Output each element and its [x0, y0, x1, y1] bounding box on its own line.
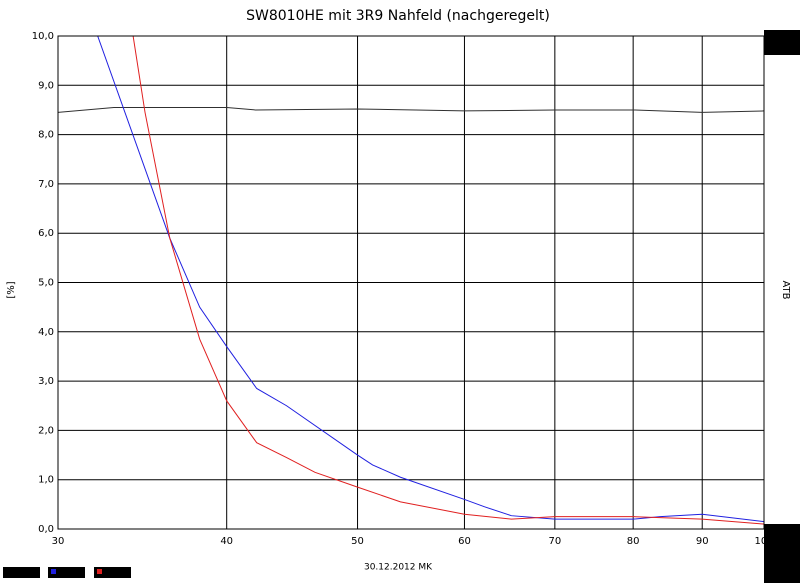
x-tick-label: 90 — [696, 536, 709, 547]
chart-title: SW8010HE mit 3R9 Nahfeld (nachgeregelt) — [246, 8, 550, 24]
legend-swatch — [3, 567, 40, 578]
y-tick-label: 6,0 — [38, 228, 54, 239]
y-axis-label: [%] — [6, 281, 17, 298]
x-tick-label: 70 — [548, 536, 561, 547]
corner-block — [764, 524, 800, 583]
series-line — [97, 36, 764, 523]
y-tick-label: 0,0 — [38, 524, 54, 535]
x-tick-label: 60 — [458, 536, 471, 547]
y-tick-label: 3,0 — [38, 376, 54, 387]
x-tick-label: 80 — [627, 536, 640, 547]
y-tick-label: 8,0 — [38, 130, 54, 141]
x-tick-label: 40 — [220, 536, 233, 547]
series-line — [58, 106, 764, 113]
legend-swatch — [48, 567, 85, 578]
series-group — [58, 36, 764, 525]
legend-marker — [51, 569, 56, 574]
x-tick-label: 30 — [52, 536, 65, 547]
y-tick-label: 9,0 — [38, 80, 54, 91]
legend-marker — [97, 569, 102, 574]
corner-block — [764, 30, 800, 55]
plot-frame — [57, 35, 765, 530]
footer: 30.12.2012 MK — [364, 563, 433, 573]
y-tick-label: 7,0 — [38, 179, 54, 190]
y-tick-label: 2,0 — [38, 425, 54, 436]
y-tick-label: 5,0 — [38, 278, 54, 289]
legend-swatch — [94, 567, 131, 578]
series-line — [132, 36, 764, 525]
right-label: ATB — [780, 280, 791, 299]
y-tick-label: 4,0 — [38, 327, 54, 338]
x-tick-label: 50 — [351, 536, 364, 547]
y-tick-label: 10,0 — [32, 31, 54, 42]
y-tick-label: 1,0 — [38, 475, 54, 486]
